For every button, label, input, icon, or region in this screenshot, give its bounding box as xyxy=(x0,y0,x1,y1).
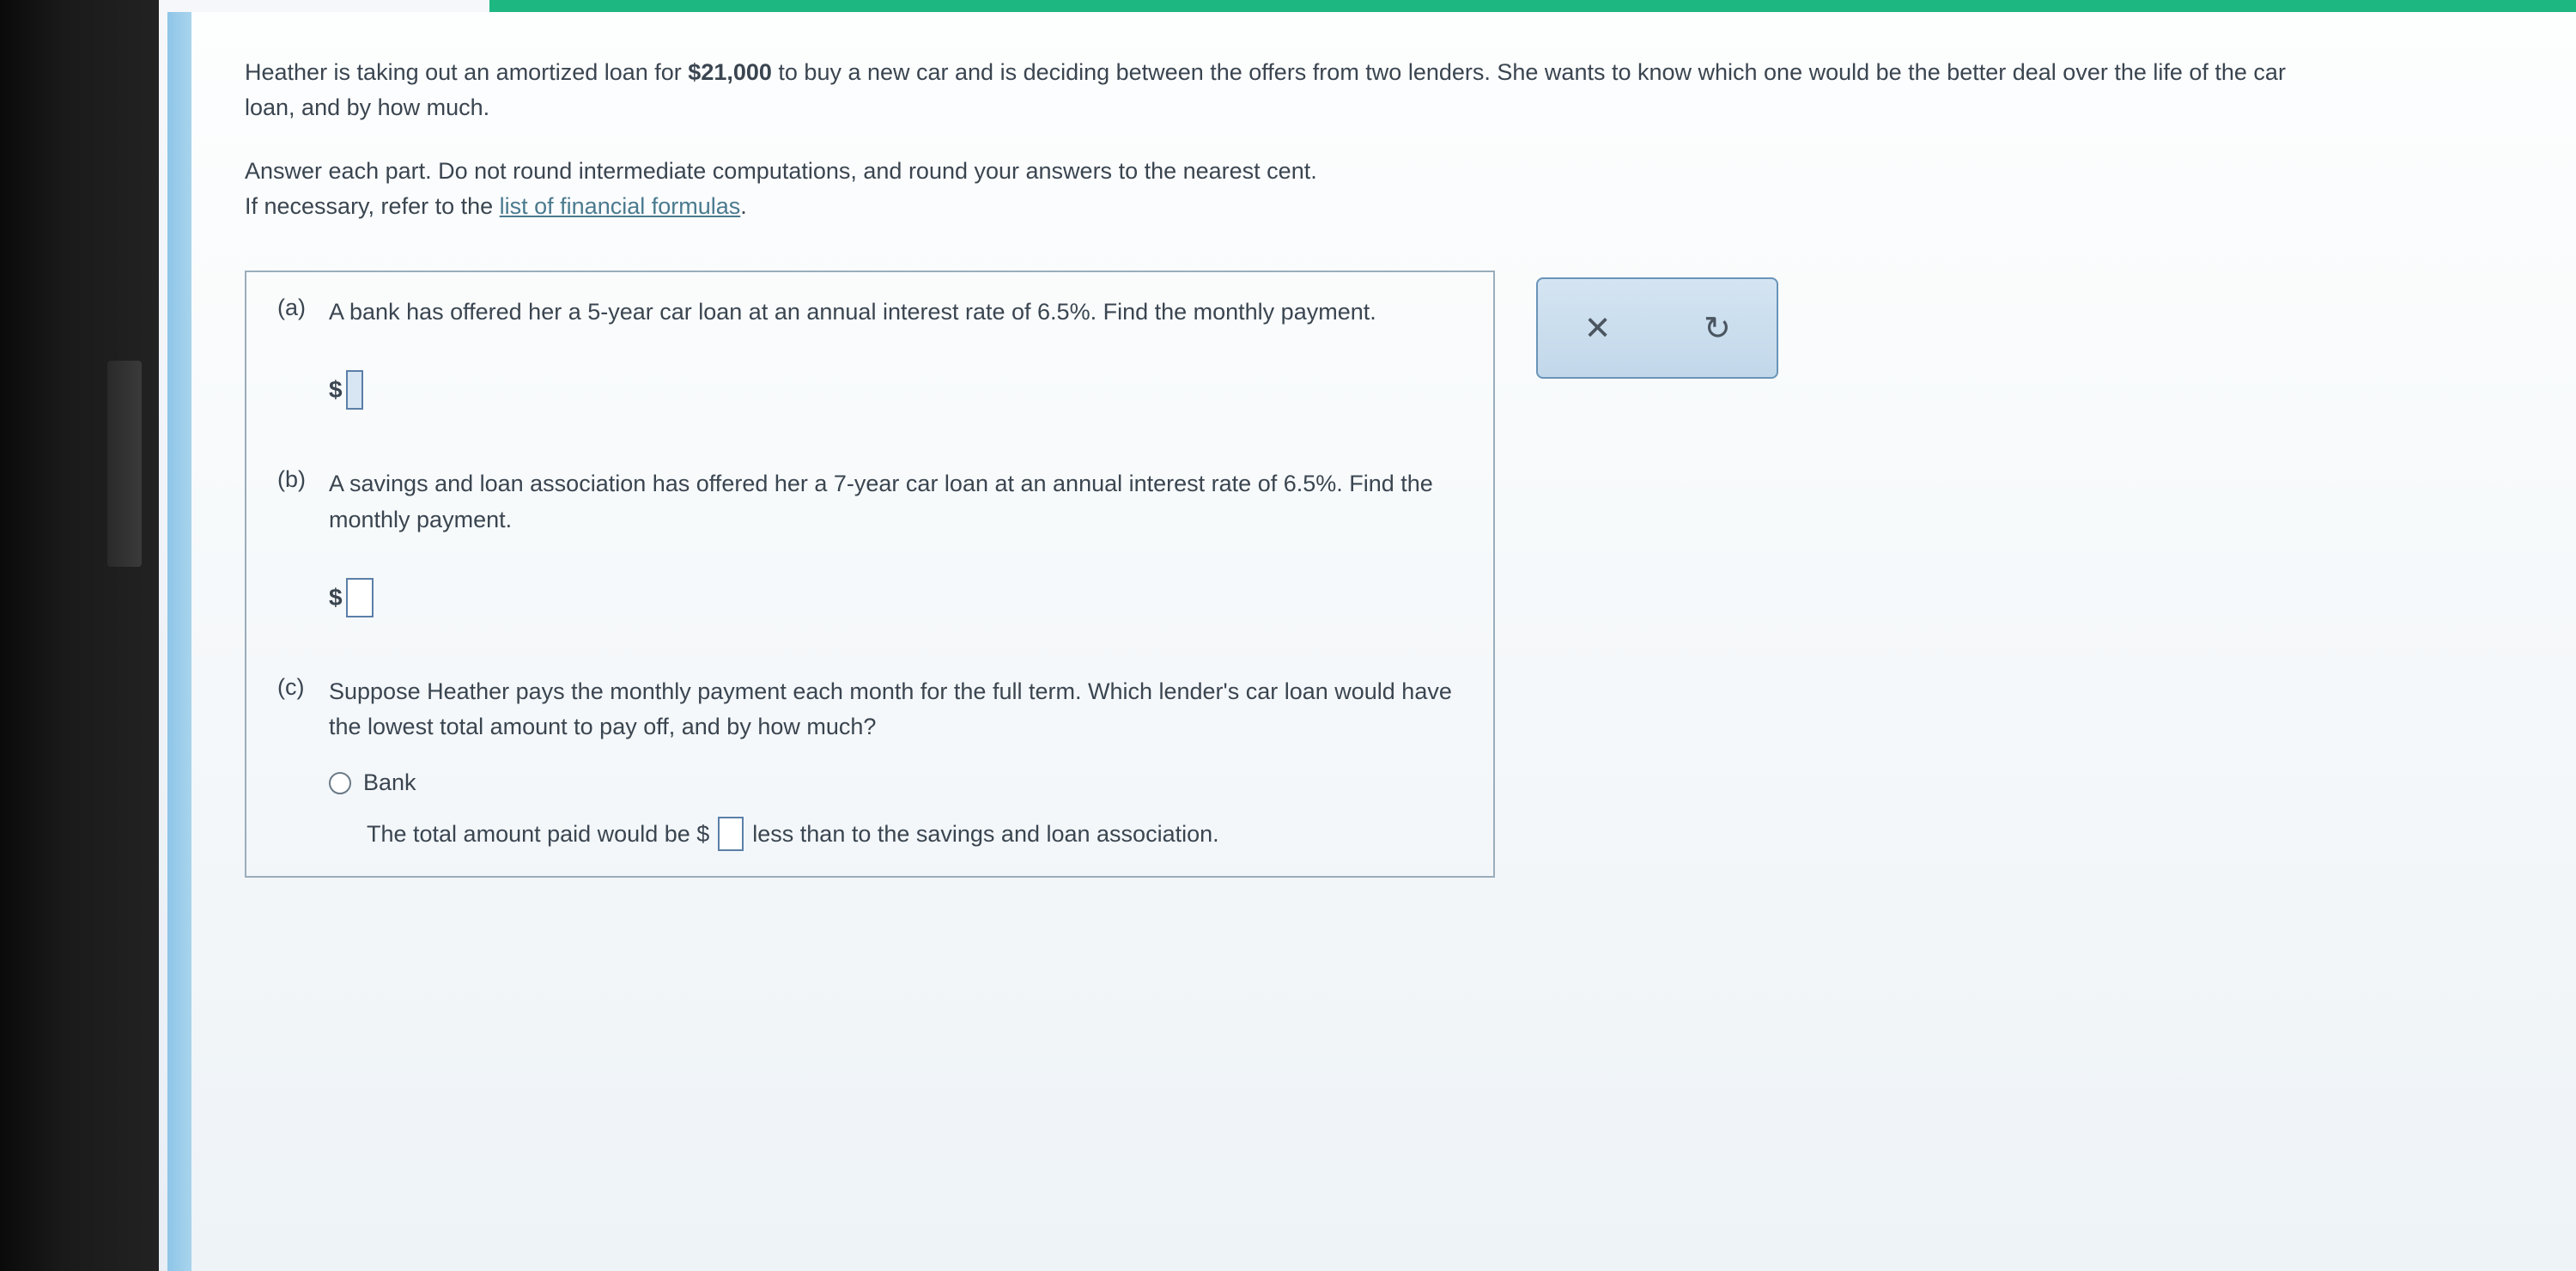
sentence-suffix: less than to the savings and loan associ… xyxy=(752,817,1218,852)
part-c: (c) Suppose Heather pays the monthly pay… xyxy=(246,652,1493,876)
part-a-answer: $ xyxy=(329,370,1462,410)
sentence-prefix: The total amount paid would be $ xyxy=(367,817,709,852)
part-b-input[interactable] xyxy=(346,578,374,617)
content-panel: Heather is taking out an amortized loan … xyxy=(191,12,2576,1271)
part-b-label: (b) xyxy=(277,466,322,493)
intro-prefix: Heather is taking out an amortized loan … xyxy=(245,59,688,85)
option-bank-row[interactable]: Bank xyxy=(329,769,1462,796)
part-a-input[interactable] xyxy=(346,370,363,410)
part-a: (a) A bank has offered her a 5-year car … xyxy=(246,272,1493,444)
part-c-amount-input[interactable] xyxy=(718,817,744,851)
option-bank-sentence: The total amount paid would be $ less th… xyxy=(367,817,1462,852)
dollar-sign-a: $ xyxy=(329,376,343,404)
problem-intro: Heather is taking out an amortized loan … xyxy=(245,55,2306,125)
part-c-label: (c) xyxy=(277,674,322,701)
instructions-line2-suffix: . xyxy=(740,193,747,219)
dollar-sign-b: $ xyxy=(329,584,343,611)
question-box: (a) A bank has offered her a 5-year car … xyxy=(245,271,1495,878)
reset-button[interactable]: ↺ xyxy=(1692,302,1743,354)
option-bank-label: Bank xyxy=(363,769,416,796)
close-icon: ✕ xyxy=(1584,309,1612,348)
part-a-text: A bank has offered her a 5-year car loan… xyxy=(329,295,1462,331)
radio-bank[interactable] xyxy=(329,772,351,794)
reset-icon: ↺ xyxy=(1704,309,1731,348)
left-accent xyxy=(107,361,142,567)
loan-amount: $21,000 xyxy=(688,59,772,85)
main-row: (a) A bank has offered her a 5-year car … xyxy=(245,271,2516,878)
close-button[interactable]: ✕ xyxy=(1572,302,1624,354)
top-teal-bar xyxy=(489,0,2576,12)
control-box: ✕ ↺ xyxy=(1536,277,1778,379)
part-b-text: A savings and loan association has offer… xyxy=(329,466,1462,538)
part-a-label: (a) xyxy=(277,295,322,321)
part-c-text: Suppose Heather pays the monthly payment… xyxy=(329,674,1462,746)
instructions-line1: Answer each part. Do not round intermedi… xyxy=(245,158,1317,184)
instructions-line2-prefix: If necessary, refer to the xyxy=(245,193,500,219)
left-dark-edge xyxy=(0,0,159,1271)
instructions: Answer each part. Do not round intermedi… xyxy=(245,154,2516,223)
formulas-link[interactable]: list of financial formulas xyxy=(500,193,741,219)
blue-sidebar xyxy=(167,12,191,1271)
part-b: (b) A savings and loan association has o… xyxy=(246,444,1493,652)
part-b-answer: $ xyxy=(329,578,1462,617)
